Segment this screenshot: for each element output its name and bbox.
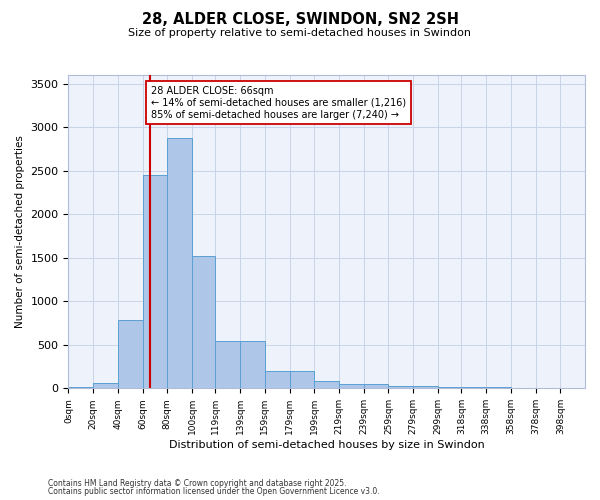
Bar xyxy=(167,138,192,388)
Bar xyxy=(413,386,438,388)
Bar xyxy=(68,386,93,388)
Bar xyxy=(143,175,167,388)
Text: 28 ALDER CLOSE: 66sqm
← 14% of semi-detached houses are smaller (1,216)
85% of s: 28 ALDER CLOSE: 66sqm ← 14% of semi-deta… xyxy=(151,86,406,120)
Bar xyxy=(438,387,461,388)
Bar xyxy=(290,372,314,388)
Bar xyxy=(339,384,364,388)
Y-axis label: Number of semi-detached properties: Number of semi-detached properties xyxy=(15,135,25,328)
Text: Size of property relative to semi-detached houses in Swindon: Size of property relative to semi-detach… xyxy=(128,28,472,38)
Text: Contains HM Land Registry data © Crown copyright and database right 2025.: Contains HM Land Registry data © Crown c… xyxy=(48,478,347,488)
Bar xyxy=(93,382,118,388)
Bar xyxy=(388,386,413,388)
Bar xyxy=(215,341,240,388)
Text: Contains public sector information licensed under the Open Government Licence v3: Contains public sector information licen… xyxy=(48,487,380,496)
Bar xyxy=(265,372,290,388)
Bar xyxy=(192,256,215,388)
Text: 28, ALDER CLOSE, SWINDON, SN2 2SH: 28, ALDER CLOSE, SWINDON, SN2 2SH xyxy=(142,12,458,28)
Bar xyxy=(240,341,265,388)
Bar xyxy=(364,384,388,388)
Bar xyxy=(314,381,339,388)
Bar xyxy=(118,320,143,388)
X-axis label: Distribution of semi-detached houses by size in Swindon: Distribution of semi-detached houses by … xyxy=(169,440,485,450)
